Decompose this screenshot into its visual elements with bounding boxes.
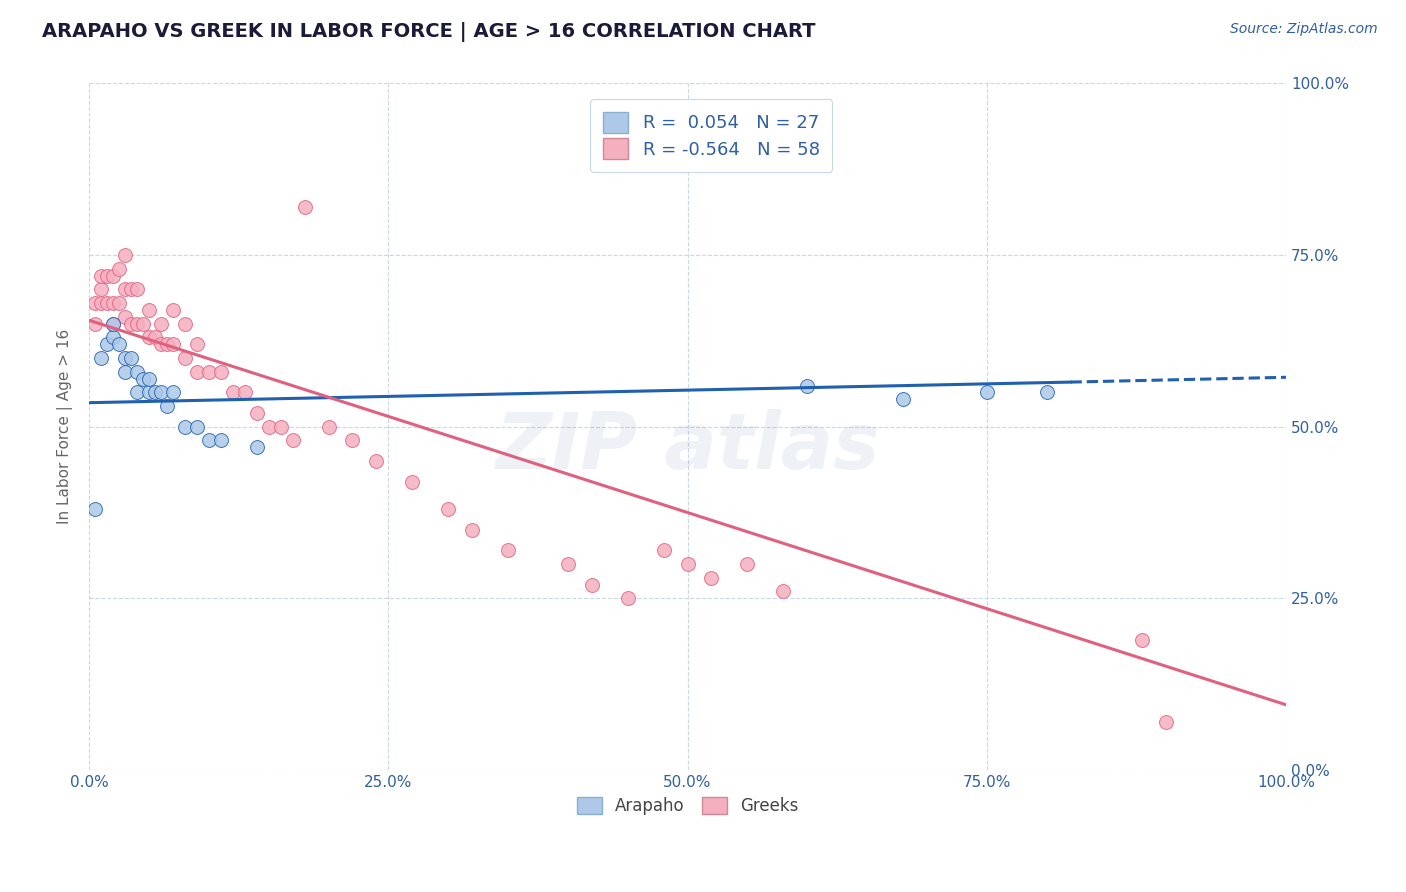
Point: [120, 317, 142, 331]
Point: [257, 419, 280, 434]
Point: [461, 523, 484, 537]
Point: [198, 434, 221, 448]
Point: [143, 385, 166, 400]
Point: [976, 385, 998, 400]
Point: [222, 385, 245, 400]
Point: [125, 385, 148, 400]
Text: Source: ZipAtlas.com: Source: ZipAtlas.com: [1230, 22, 1378, 37]
Point: [1156, 714, 1178, 729]
Point: [101, 296, 124, 310]
Point: [149, 337, 172, 351]
Point: [209, 434, 232, 448]
Point: [120, 351, 142, 365]
Point: [101, 330, 124, 344]
Point: [96, 296, 118, 310]
Point: [557, 557, 579, 571]
Point: [198, 365, 221, 379]
Point: [114, 248, 136, 262]
Point: [772, 584, 794, 599]
Point: [138, 372, 160, 386]
Point: [138, 330, 160, 344]
Point: [84, 296, 107, 310]
Point: [616, 591, 638, 606]
Point: [496, 543, 519, 558]
Point: [84, 317, 107, 331]
Point: [281, 434, 304, 448]
Point: [796, 378, 818, 392]
Point: [581, 577, 603, 591]
Point: [101, 317, 124, 331]
Point: [366, 454, 388, 468]
Point: [209, 365, 232, 379]
Point: [90, 268, 112, 283]
Point: [318, 419, 340, 434]
Point: [125, 365, 148, 379]
Point: [96, 268, 118, 283]
Point: [108, 337, 131, 351]
Point: [114, 365, 136, 379]
Point: [108, 296, 131, 310]
Point: [246, 440, 269, 454]
Point: [270, 419, 292, 434]
Point: [294, 200, 316, 214]
Point: [120, 282, 142, 296]
Point: [114, 310, 136, 324]
Point: [156, 399, 179, 413]
Point: [84, 502, 107, 516]
Point: [114, 351, 136, 365]
Point: [143, 330, 166, 344]
Point: [676, 557, 699, 571]
Legend: Arapaho, Greeks: Arapaho, Greeks: [568, 789, 807, 823]
Point: [652, 543, 675, 558]
Point: [108, 261, 131, 276]
Point: [1035, 385, 1057, 400]
Point: [737, 557, 759, 571]
Point: [162, 385, 184, 400]
Point: [401, 475, 423, 489]
Point: [1130, 632, 1153, 647]
Point: [138, 303, 160, 318]
Point: [186, 337, 208, 351]
Point: [96, 337, 118, 351]
Point: [132, 317, 155, 331]
Point: [138, 385, 160, 400]
Text: ZIP atlas: ZIP atlas: [495, 409, 880, 485]
Point: [246, 406, 269, 420]
Point: [90, 351, 112, 365]
Point: [174, 317, 197, 331]
Text: ARAPAHO VS GREEK IN LABOR FORCE | AGE > 16 CORRELATION CHART: ARAPAHO VS GREEK IN LABOR FORCE | AGE > …: [42, 22, 815, 42]
Point: [162, 337, 184, 351]
Point: [891, 392, 914, 407]
Point: [162, 303, 184, 318]
Point: [342, 434, 364, 448]
Point: [149, 317, 172, 331]
Point: [174, 351, 197, 365]
Point: [125, 317, 148, 331]
Point: [125, 282, 148, 296]
Point: [101, 268, 124, 283]
Point: [186, 419, 208, 434]
Y-axis label: In Labor Force | Age > 16: In Labor Force | Age > 16: [58, 329, 73, 524]
Point: [156, 337, 179, 351]
Point: [174, 419, 197, 434]
Point: [114, 282, 136, 296]
Point: [90, 296, 112, 310]
Point: [437, 502, 460, 516]
Point: [233, 385, 256, 400]
Point: [90, 282, 112, 296]
Point: [149, 385, 172, 400]
Point: [186, 365, 208, 379]
Point: [700, 571, 723, 585]
Point: [132, 372, 155, 386]
Point: [101, 317, 124, 331]
